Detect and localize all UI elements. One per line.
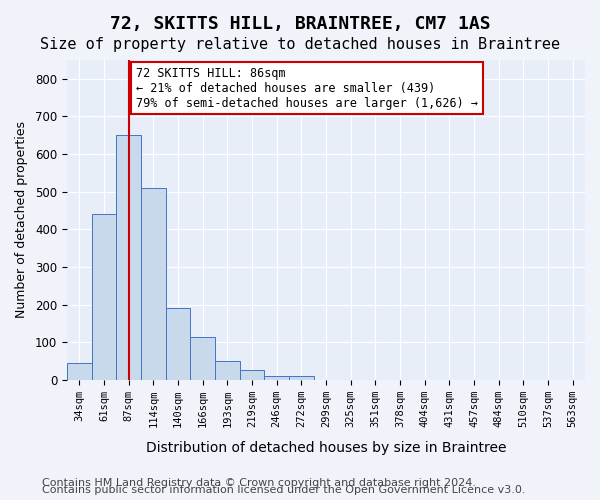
Text: 72, SKITTS HILL, BRAINTREE, CM7 1AS: 72, SKITTS HILL, BRAINTREE, CM7 1AS [110, 15, 490, 33]
Bar [215, 361, 239, 380]
Bar [166, 308, 190, 380]
Y-axis label: Number of detached properties: Number of detached properties [15, 122, 28, 318]
Bar [239, 370, 264, 380]
Bar [190, 336, 215, 380]
Text: Contains HM Land Registry data © Crown copyright and database right 2024.: Contains HM Land Registry data © Crown c… [42, 478, 476, 488]
Bar [264, 376, 289, 380]
X-axis label: Distribution of detached houses by size in Braintree: Distribution of detached houses by size … [146, 441, 506, 455]
Bar [67, 363, 92, 380]
Bar [141, 188, 166, 380]
Bar [92, 214, 116, 380]
Bar [289, 376, 314, 380]
Text: 72 SKITTS HILL: 86sqm
← 21% of detached houses are smaller (439)
79% of semi-det: 72 SKITTS HILL: 86sqm ← 21% of detached … [136, 66, 478, 110]
Bar [116, 136, 141, 380]
Text: Size of property relative to detached houses in Braintree: Size of property relative to detached ho… [40, 38, 560, 52]
Text: Contains public sector information licensed under the Open Government Licence v3: Contains public sector information licen… [42, 485, 526, 495]
